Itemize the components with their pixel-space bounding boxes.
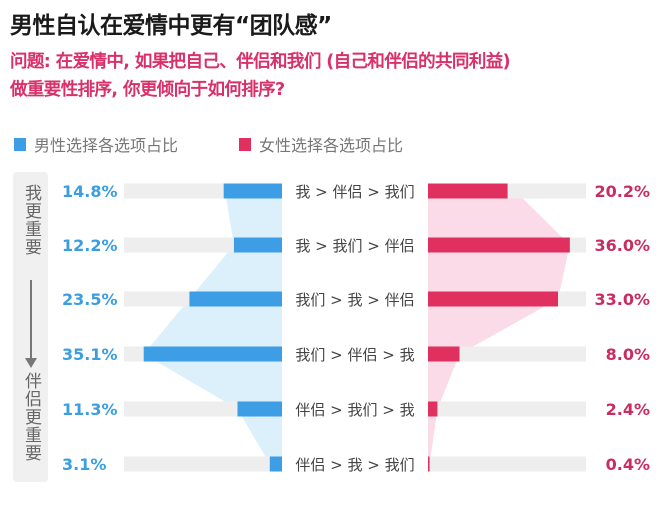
male-bar [269, 456, 282, 472]
legend-male-label: 男性选择各选项占比 [34, 136, 179, 155]
male-value-label: 11.3% [62, 400, 118, 419]
male-value-label: 14.8% [62, 182, 118, 201]
male-value-label: 3.1% [62, 455, 106, 474]
female-bar-track [428, 346, 586, 362]
male-bar-track [124, 456, 282, 472]
category-label: 伴侣 > 我们 > 我 [295, 401, 414, 419]
male-bar [233, 237, 282, 253]
male-bar [189, 291, 282, 307]
female-bar [428, 183, 508, 199]
male-bar [223, 183, 282, 199]
female-value-label: 2.4% [606, 400, 650, 419]
legend-female: 女性选择各选项占比 [239, 132, 403, 156]
male-bar [143, 346, 282, 362]
category-label: 我 > 我们 > 伴侣 [295, 237, 414, 255]
male-value-label: 35.1% [62, 345, 118, 364]
question-line-1: 问题: 在爱情中, 如果把自己、伴侣和我们 (自己和伴侣的共同利益) [10, 52, 511, 72]
female-bar [428, 291, 559, 307]
female-value-label: 36.0% [594, 236, 650, 255]
female-value-label: 8.0% [606, 345, 650, 364]
female-bar [428, 401, 438, 417]
female-bar-track [428, 401, 586, 417]
female-value-label: 0.4% [606, 455, 650, 474]
female-bar [428, 346, 460, 362]
category-label: 我 > 伴侣 > 我们 [295, 183, 414, 201]
legend-male-swatch [14, 137, 26, 151]
female-value-label: 33.0% [594, 290, 650, 309]
question-line-2: 做重要性排序, 你更倾向于如何排序? [10, 80, 285, 100]
female-bar [428, 237, 570, 253]
side-label-bottom: 伴侣更重要 [21, 372, 41, 462]
side-label-top: 我更重要 [21, 184, 41, 256]
legend-male: 男性选择各选项占比 [14, 132, 178, 156]
chart-title: 男性自认在爱情中更有“团队感” [10, 13, 332, 39]
arrow-line [30, 280, 32, 360]
category-label: 我们 > 伴侣 > 我 [295, 346, 414, 364]
male-value-label: 23.5% [62, 290, 118, 309]
female-bar-track [428, 456, 586, 472]
male-funnel-area [143, 183, 282, 472]
female-value-label: 20.2% [594, 182, 650, 201]
importance-axis: 我更重要 伴侣更重要 [13, 172, 48, 482]
legend-female-swatch [239, 137, 251, 151]
male-value-label: 12.2% [62, 236, 118, 255]
male-bar [237, 401, 282, 417]
arrow-down-icon [25, 358, 37, 368]
category-label: 我们 > 我 > 伴侣 [295, 291, 414, 309]
female-funnel-area [428, 183, 570, 472]
category-label: 伴侣 > 我 > 我们 [295, 456, 414, 474]
female-bar [428, 456, 430, 472]
legend-female-label: 女性选择各选项占比 [259, 136, 404, 155]
